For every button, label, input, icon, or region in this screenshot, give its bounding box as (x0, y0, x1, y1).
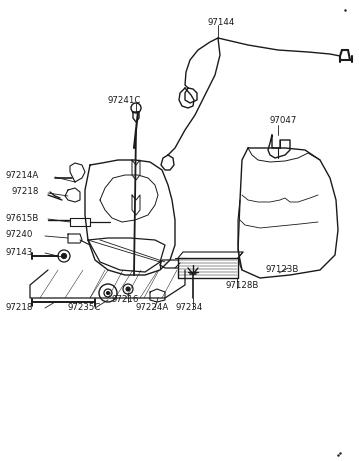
Text: 97128B: 97128B (225, 280, 258, 290)
Text: 97241C: 97241C (107, 95, 140, 105)
Text: 97235C: 97235C (68, 302, 101, 312)
Text: 97240: 97240 (5, 230, 32, 238)
Text: 97216: 97216 (112, 296, 139, 305)
Text: 97047: 97047 (269, 116, 297, 124)
Text: 97143: 97143 (5, 248, 32, 256)
Text: 97224A: 97224A (135, 302, 168, 312)
Text: 97123B: 97123B (266, 266, 299, 274)
Text: 97218: 97218 (12, 187, 39, 195)
Circle shape (61, 254, 66, 259)
Text: 97234: 97234 (176, 302, 204, 312)
Text: 97615B: 97615B (5, 213, 38, 223)
Circle shape (126, 287, 130, 291)
Text: 97144: 97144 (207, 18, 234, 26)
Circle shape (107, 291, 109, 295)
Text: 97214A: 97214A (5, 171, 38, 179)
Text: 97218: 97218 (5, 302, 32, 312)
